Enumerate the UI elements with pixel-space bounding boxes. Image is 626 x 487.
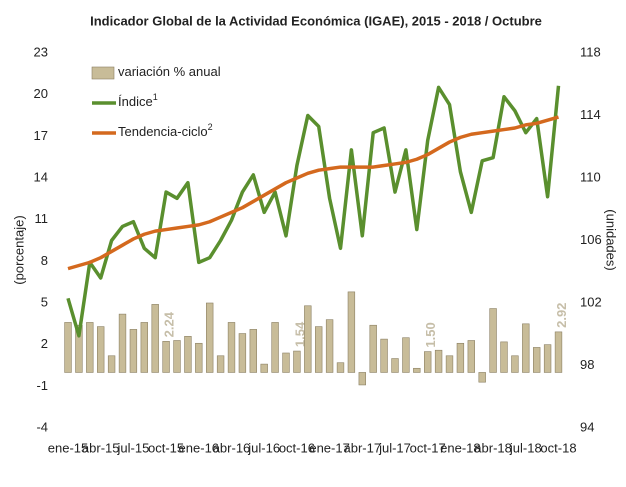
x-tick-label: ene-17 xyxy=(309,440,349,455)
bar xyxy=(467,340,475,373)
x-tick-label: abr-16 xyxy=(213,440,251,455)
bar xyxy=(271,322,279,373)
bar xyxy=(500,341,508,373)
bar xyxy=(522,323,530,373)
y2-tick-label: 106 xyxy=(580,232,602,247)
x-tick-label: oct-16 xyxy=(279,440,315,455)
bar xyxy=(129,329,138,373)
bar xyxy=(86,322,94,373)
bar xyxy=(184,336,192,373)
bar xyxy=(325,319,334,373)
bar xyxy=(282,352,290,373)
bar xyxy=(336,362,345,373)
chart-title: Indicador Global de la Actividad Económi… xyxy=(90,13,542,28)
legend-label: variación % anual xyxy=(118,64,221,79)
y-axis-label: (porcentaje) xyxy=(11,215,26,284)
bar xyxy=(293,350,301,373)
x-tick-label: abr-17 xyxy=(344,440,382,455)
x-tick-label: abr-15 xyxy=(82,440,120,455)
bar xyxy=(173,340,181,373)
bar xyxy=(249,329,257,373)
bar xyxy=(304,305,312,373)
legend-sup: 1 xyxy=(153,92,158,102)
y-tick-label: 11 xyxy=(35,211,49,226)
bar xyxy=(238,333,247,373)
bar xyxy=(315,326,323,373)
bar xyxy=(162,341,170,373)
bar xyxy=(107,355,116,373)
y2-axis-label: (unidades) xyxy=(604,209,619,270)
data-label: 1.50 xyxy=(423,322,438,347)
y-tick-label: 8 xyxy=(41,253,48,268)
legend-name: variación % anual xyxy=(118,64,221,79)
line xyxy=(67,115,559,271)
bar xyxy=(434,349,443,373)
y-tick-label: 23 xyxy=(34,44,48,59)
x-tick-label: jul-17 xyxy=(378,440,411,455)
bar xyxy=(369,324,377,373)
y2-tick-label: 110 xyxy=(580,169,601,184)
legend-name: Índice xyxy=(118,94,153,109)
y-tick-label: 17 xyxy=(34,128,48,143)
bar xyxy=(511,355,519,373)
legend-label: Índice1 xyxy=(118,92,158,109)
bar xyxy=(347,291,356,373)
bar xyxy=(402,337,410,373)
bar xyxy=(227,322,236,373)
bar xyxy=(413,367,421,373)
data-label: 2.24 xyxy=(162,311,177,337)
y2-tick-label: 94 xyxy=(580,419,594,434)
legend-sup: 2 xyxy=(208,122,213,132)
bar xyxy=(195,342,203,373)
bar xyxy=(118,313,127,373)
x-tick-label: oct-17 xyxy=(410,440,446,455)
y-tick-label: -1 xyxy=(36,378,48,393)
bar xyxy=(456,342,465,373)
bar xyxy=(554,331,563,373)
x-tick-label: ene-15 xyxy=(48,440,88,455)
bar xyxy=(391,358,399,373)
bar xyxy=(64,322,72,373)
x-tick-label: oct-18 xyxy=(540,440,576,455)
y2-tick-label: 98 xyxy=(580,357,594,372)
x-tick-label: ene-16 xyxy=(179,440,219,455)
y2-tick-label: 118 xyxy=(580,44,601,59)
y-tick-label: 20 xyxy=(34,86,48,101)
bar xyxy=(97,326,105,373)
y-tick-label: -4 xyxy=(36,419,48,434)
bar xyxy=(151,304,159,373)
bar xyxy=(260,363,268,373)
legend-name: Tendencia-ciclo xyxy=(118,124,208,139)
bar xyxy=(216,355,225,373)
x-tick-label: ene-18 xyxy=(440,440,480,455)
line xyxy=(66,85,561,338)
x-tick-label: jul-18 xyxy=(509,440,542,455)
y2-tick-label: 114 xyxy=(580,107,601,122)
bar xyxy=(489,308,497,373)
bar xyxy=(140,322,148,373)
data-label: 1.54 xyxy=(292,321,307,347)
bar xyxy=(424,351,432,373)
legend-label: Tendencia-ciclo2 xyxy=(118,122,213,139)
bar xyxy=(380,338,388,373)
bar xyxy=(206,302,214,373)
bar xyxy=(478,372,486,383)
legend-swatch xyxy=(91,66,115,80)
y-tick-label: 2 xyxy=(41,336,48,351)
y-tick-label: 5 xyxy=(41,294,48,309)
y-tick-label: 14 xyxy=(34,169,48,184)
bar xyxy=(533,347,541,373)
x-tick-label: jul-15 xyxy=(117,440,150,455)
x-tick-label: jul-16 xyxy=(247,440,280,455)
x-tick-label: abr-18 xyxy=(474,440,512,455)
bar xyxy=(358,372,366,386)
data-label: 2.92 xyxy=(554,303,569,328)
y2-tick-label: 102 xyxy=(580,294,602,309)
x-tick-label: oct-15 xyxy=(148,440,184,455)
bar xyxy=(445,355,454,373)
bar xyxy=(543,344,552,373)
